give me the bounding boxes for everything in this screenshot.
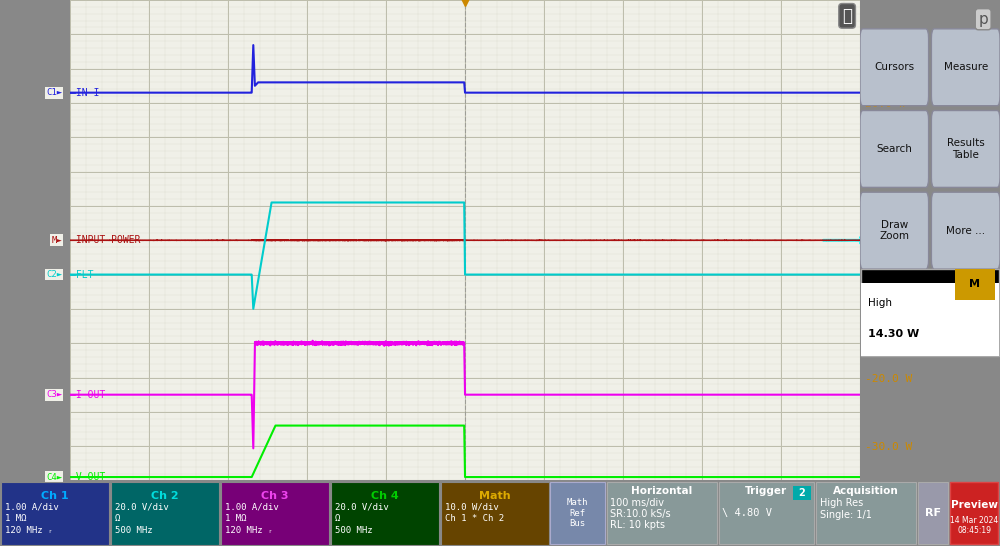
Text: 100 ms/div: 100 ms/div	[610, 498, 664, 508]
Text: Trigger: Trigger	[745, 486, 787, 496]
Text: Cursors: Cursors	[874, 62, 914, 72]
Text: \ 4.80 V: \ 4.80 V	[722, 508, 772, 518]
Bar	[221, 483, 329, 545]
Text: 14.30 W: 14.30 W	[868, 329, 920, 339]
Text: —IN I: —IN I	[70, 88, 99, 98]
Bar	[793, 486, 811, 500]
Bar	[719, 483, 814, 544]
Text: High: High	[868, 298, 892, 308]
Text: Horizontal: Horizontal	[631, 486, 693, 496]
Text: Math
Ref
Bus: Math Ref Bus	[566, 498, 588, 528]
Text: —V OUT: —V OUT	[70, 472, 105, 482]
FancyBboxPatch shape	[931, 192, 1000, 269]
Text: Single: 1/1: Single: 1/1	[820, 511, 872, 520]
FancyBboxPatch shape	[931, 110, 1000, 187]
Text: Ω: Ω	[115, 514, 120, 523]
FancyBboxPatch shape	[860, 29, 929, 106]
Text: 500 MHz: 500 MHz	[335, 526, 373, 535]
Bar	[816, 483, 916, 544]
Text: p: p	[978, 11, 988, 27]
Text: Results
Table: Results Table	[947, 138, 985, 160]
FancyBboxPatch shape	[861, 269, 999, 355]
Text: C1►: C1►	[46, 88, 62, 97]
Text: SR:10.0 kS/s: SR:10.0 kS/s	[610, 509, 671, 519]
Text: Math: Math	[479, 491, 511, 501]
Text: 20.0 V/div: 20.0 V/div	[335, 502, 389, 511]
Text: C2►: C2►	[46, 270, 62, 279]
FancyBboxPatch shape	[931, 29, 1000, 106]
Text: —FLT: —FLT	[70, 270, 94, 280]
Text: Ch 4: Ch 4	[371, 491, 399, 501]
Text: 120 MHz ᵣ: 120 MHz ᵣ	[225, 526, 273, 535]
FancyBboxPatch shape	[861, 283, 999, 355]
Text: 500 MHz: 500 MHz	[115, 526, 153, 535]
Text: RF: RF	[925, 508, 941, 518]
Text: Preview: Preview	[950, 500, 998, 511]
Bar	[1, 483, 109, 545]
Text: 08:45:19: 08:45:19	[957, 526, 991, 535]
Text: 20.0 V/div: 20.0 V/div	[115, 502, 169, 511]
Bar	[331, 483, 439, 545]
Text: More ...: More ...	[946, 225, 985, 236]
Text: 1.00 A/div: 1.00 A/div	[5, 502, 59, 511]
Text: 1 MΩ: 1 MΩ	[225, 514, 246, 523]
Text: Acquisition: Acquisition	[833, 486, 899, 496]
Text: Ch 2: Ch 2	[151, 491, 179, 501]
Text: 1 MΩ: 1 MΩ	[5, 514, 26, 523]
Bar	[441, 483, 549, 545]
Text: —INPUT POWER: —INPUT POWER	[70, 235, 140, 245]
Text: C4►: C4►	[46, 472, 62, 482]
FancyBboxPatch shape	[860, 110, 929, 187]
Text: 120 MHz ᵣ: 120 MHz ᵣ	[5, 526, 53, 535]
Text: M►: M►	[51, 236, 62, 245]
Text: M: M	[969, 280, 980, 289]
Text: 14 Mar 2024: 14 Mar 2024	[950, 516, 998, 525]
Bar	[918, 483, 948, 544]
Text: Ch 1: Ch 1	[41, 491, 69, 501]
FancyBboxPatch shape	[954, 269, 995, 300]
Bar	[607, 483, 717, 544]
Text: 2: 2	[799, 488, 805, 498]
Text: Search: Search	[876, 144, 912, 154]
Bar	[111, 483, 219, 545]
FancyBboxPatch shape	[860, 192, 929, 269]
Text: C3►: C3►	[46, 390, 62, 399]
Text: RL: 10 kpts: RL: 10 kpts	[610, 520, 665, 530]
Text: 10.0 W/div: 10.0 W/div	[445, 502, 499, 511]
Text: Ch 1 * Ch 2: Ch 1 * Ch 2	[445, 514, 504, 523]
Text: Draw
Zoom: Draw Zoom	[879, 220, 909, 241]
Text: ⌕: ⌕	[842, 7, 852, 25]
Text: Measure: Measure	[944, 62, 988, 72]
Text: —I OUT: —I OUT	[70, 390, 105, 400]
Text: 1.00 A/div: 1.00 A/div	[225, 502, 279, 511]
Bar	[950, 483, 998, 544]
Text: High Res: High Res	[820, 498, 863, 508]
Text: ⋮: ⋮	[884, 233, 898, 247]
Text: Ch 3: Ch 3	[261, 491, 289, 501]
Text: Ω: Ω	[335, 514, 340, 523]
Bar	[550, 483, 605, 544]
